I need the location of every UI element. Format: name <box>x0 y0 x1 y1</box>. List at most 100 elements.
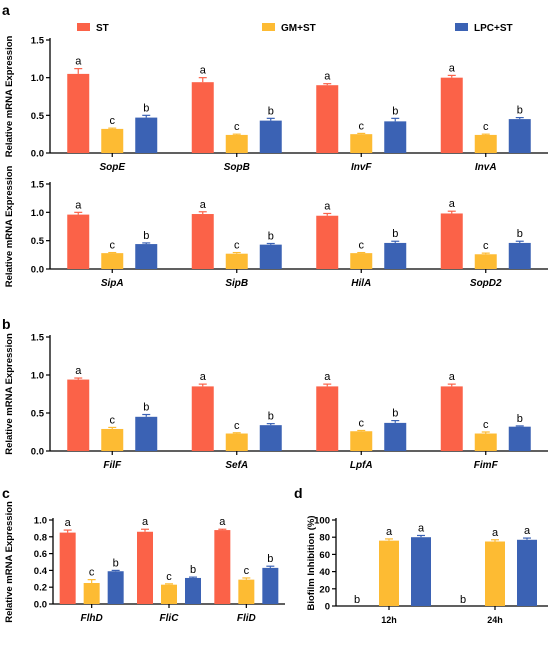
legend-swatch-gm-st <box>262 23 275 31</box>
y-tick-label: 0.8 <box>34 532 47 543</box>
significance-letter: b <box>517 228 523 240</box>
significance-letter: a <box>449 62 456 74</box>
y-tick-label: 0.0 <box>31 447 44 458</box>
bar-lpc-st-sipb <box>259 244 282 269</box>
legend-label-gm-st: GM+ST <box>281 23 316 34</box>
significance-letter: b <box>268 231 274 243</box>
y-tick-label: 0.6 <box>34 549 47 560</box>
legend-label-lpc-st: LPC+ST <box>474 23 513 34</box>
x-category-label: 12h <box>381 615 397 625</box>
y-tick-label: 1.0 <box>31 371 44 382</box>
y-tick-label: 1.0 <box>34 516 47 527</box>
bar-gm-st-24h <box>485 541 505 606</box>
bar-st-sopb <box>191 82 214 153</box>
significance-letter: b <box>392 408 398 420</box>
bar-st-flid <box>214 530 231 604</box>
significance-letter: c <box>110 115 116 127</box>
bar-gm-st-lpfa <box>350 431 373 451</box>
significance-letter: c <box>359 120 365 132</box>
significance-letter: b <box>113 557 119 569</box>
legend-swatch-lpc-st <box>455 23 468 31</box>
x-category-label: SipB <box>225 278 248 289</box>
bar-gm-st-filf <box>101 428 124 451</box>
y-tick-label: 0.0 <box>34 600 47 611</box>
x-category-label: InvA <box>475 162 497 173</box>
bar-lpc-st-invf <box>384 121 407 153</box>
significance-letter: c <box>110 240 116 252</box>
y-tick-label: 40 <box>319 567 330 578</box>
y-axis-label: Relative mRNA Expression <box>4 36 15 158</box>
bar-lpc-st-sopd2 <box>508 242 531 269</box>
panel-letter-a: a <box>2 2 10 18</box>
significance-letter: a <box>386 526 393 538</box>
bar-st-flhd <box>59 532 76 604</box>
significance-letter: a <box>219 516 226 528</box>
bar-gm-st-inva <box>474 134 497 153</box>
significance-letter: a <box>492 527 499 539</box>
bar-gm-st-invf <box>350 134 373 153</box>
bar-st-sefa <box>191 386 214 451</box>
bar-lpc-st-hila <box>384 242 407 269</box>
bar-lpc-st-fimf <box>508 426 531 451</box>
y-tick-label: 0.5 <box>31 111 45 122</box>
x-category-label: 24h <box>487 615 503 625</box>
significance-letter: a <box>75 199 82 211</box>
bar-gm-st-sopb <box>225 134 248 153</box>
significance-letter: a <box>200 371 207 383</box>
y-tick-label: 0.5 <box>31 236 45 247</box>
legend: ST GM+ST LPC+ST <box>77 23 513 34</box>
significance-letter: b <box>190 564 196 576</box>
bar-gm-st-hila <box>350 253 373 269</box>
bar-gm-st-sipa <box>101 253 124 269</box>
bar-st-sopd2 <box>440 213 463 269</box>
significance-letter: c <box>359 240 365 252</box>
bar-st-sipb <box>191 214 214 269</box>
bar-st-invf <box>316 85 339 153</box>
bar-lpc-st-lpfa <box>384 422 407 451</box>
x-category-label: FlhD <box>81 613 103 624</box>
bar-gm-st-sefa <box>225 433 248 451</box>
panel-letter-d: d <box>294 485 303 501</box>
bar-lpc-st-flhd <box>107 571 124 604</box>
y-tick-label: 0 <box>325 602 330 613</box>
significance-letter: a <box>142 516 149 528</box>
significance-letter: c <box>166 571 172 583</box>
significance-letter: a <box>200 65 207 77</box>
bar-lpc-st-sipa <box>135 244 158 269</box>
x-category-label: SipA <box>101 278 124 289</box>
x-category-label: SopB <box>224 162 250 173</box>
bar-st-sope <box>67 73 90 153</box>
bar-st-flic <box>137 531 153 604</box>
bar-gm-st-flic <box>161 584 177 604</box>
x-category-label: InvF <box>351 162 372 173</box>
significance-letter: c <box>244 565 250 577</box>
significance-letter: b <box>143 102 149 114</box>
y-tick-label: 20 <box>319 584 330 595</box>
chart-panel-c: 0.0 0.2 0.4 0.6 0.8 1.0 Relative mRNA Expressi… <box>4 501 285 624</box>
chart-panel-a-top: 0.0 0.5 1.0 1.5 Relative mRNA Expression SopE… <box>4 36 548 173</box>
y-tick-label: 1.0 <box>31 208 44 219</box>
significance-letter: c <box>110 414 116 426</box>
bar-lpc-st-24h <box>517 539 537 606</box>
x-category-label: FliD <box>237 613 256 624</box>
significance-letter: c <box>483 240 489 252</box>
significance-letter: a <box>324 71 331 83</box>
significance-letter: b <box>392 105 398 117</box>
x-category-label: SefA <box>225 460 248 471</box>
y-tick-label: 80 <box>319 533 330 544</box>
significance-letter: b <box>143 230 149 242</box>
bar-gm-st-12h <box>379 540 399 606</box>
bar-st-lpfa <box>316 386 339 451</box>
bar-gm-st-fimf <box>474 433 497 451</box>
significance-letter: c <box>234 420 240 432</box>
significance-letter: a <box>449 371 456 383</box>
y-axis-label: Relative mRNA Expression <box>4 333 15 455</box>
significance-letter: a <box>65 517 72 529</box>
significance-letter: a <box>200 199 207 211</box>
bar-lpc-st-sefa <box>259 425 282 451</box>
significance-letter: c <box>234 121 240 133</box>
x-category-label: FimF <box>474 460 499 471</box>
x-category-label: SopD2 <box>470 278 502 289</box>
